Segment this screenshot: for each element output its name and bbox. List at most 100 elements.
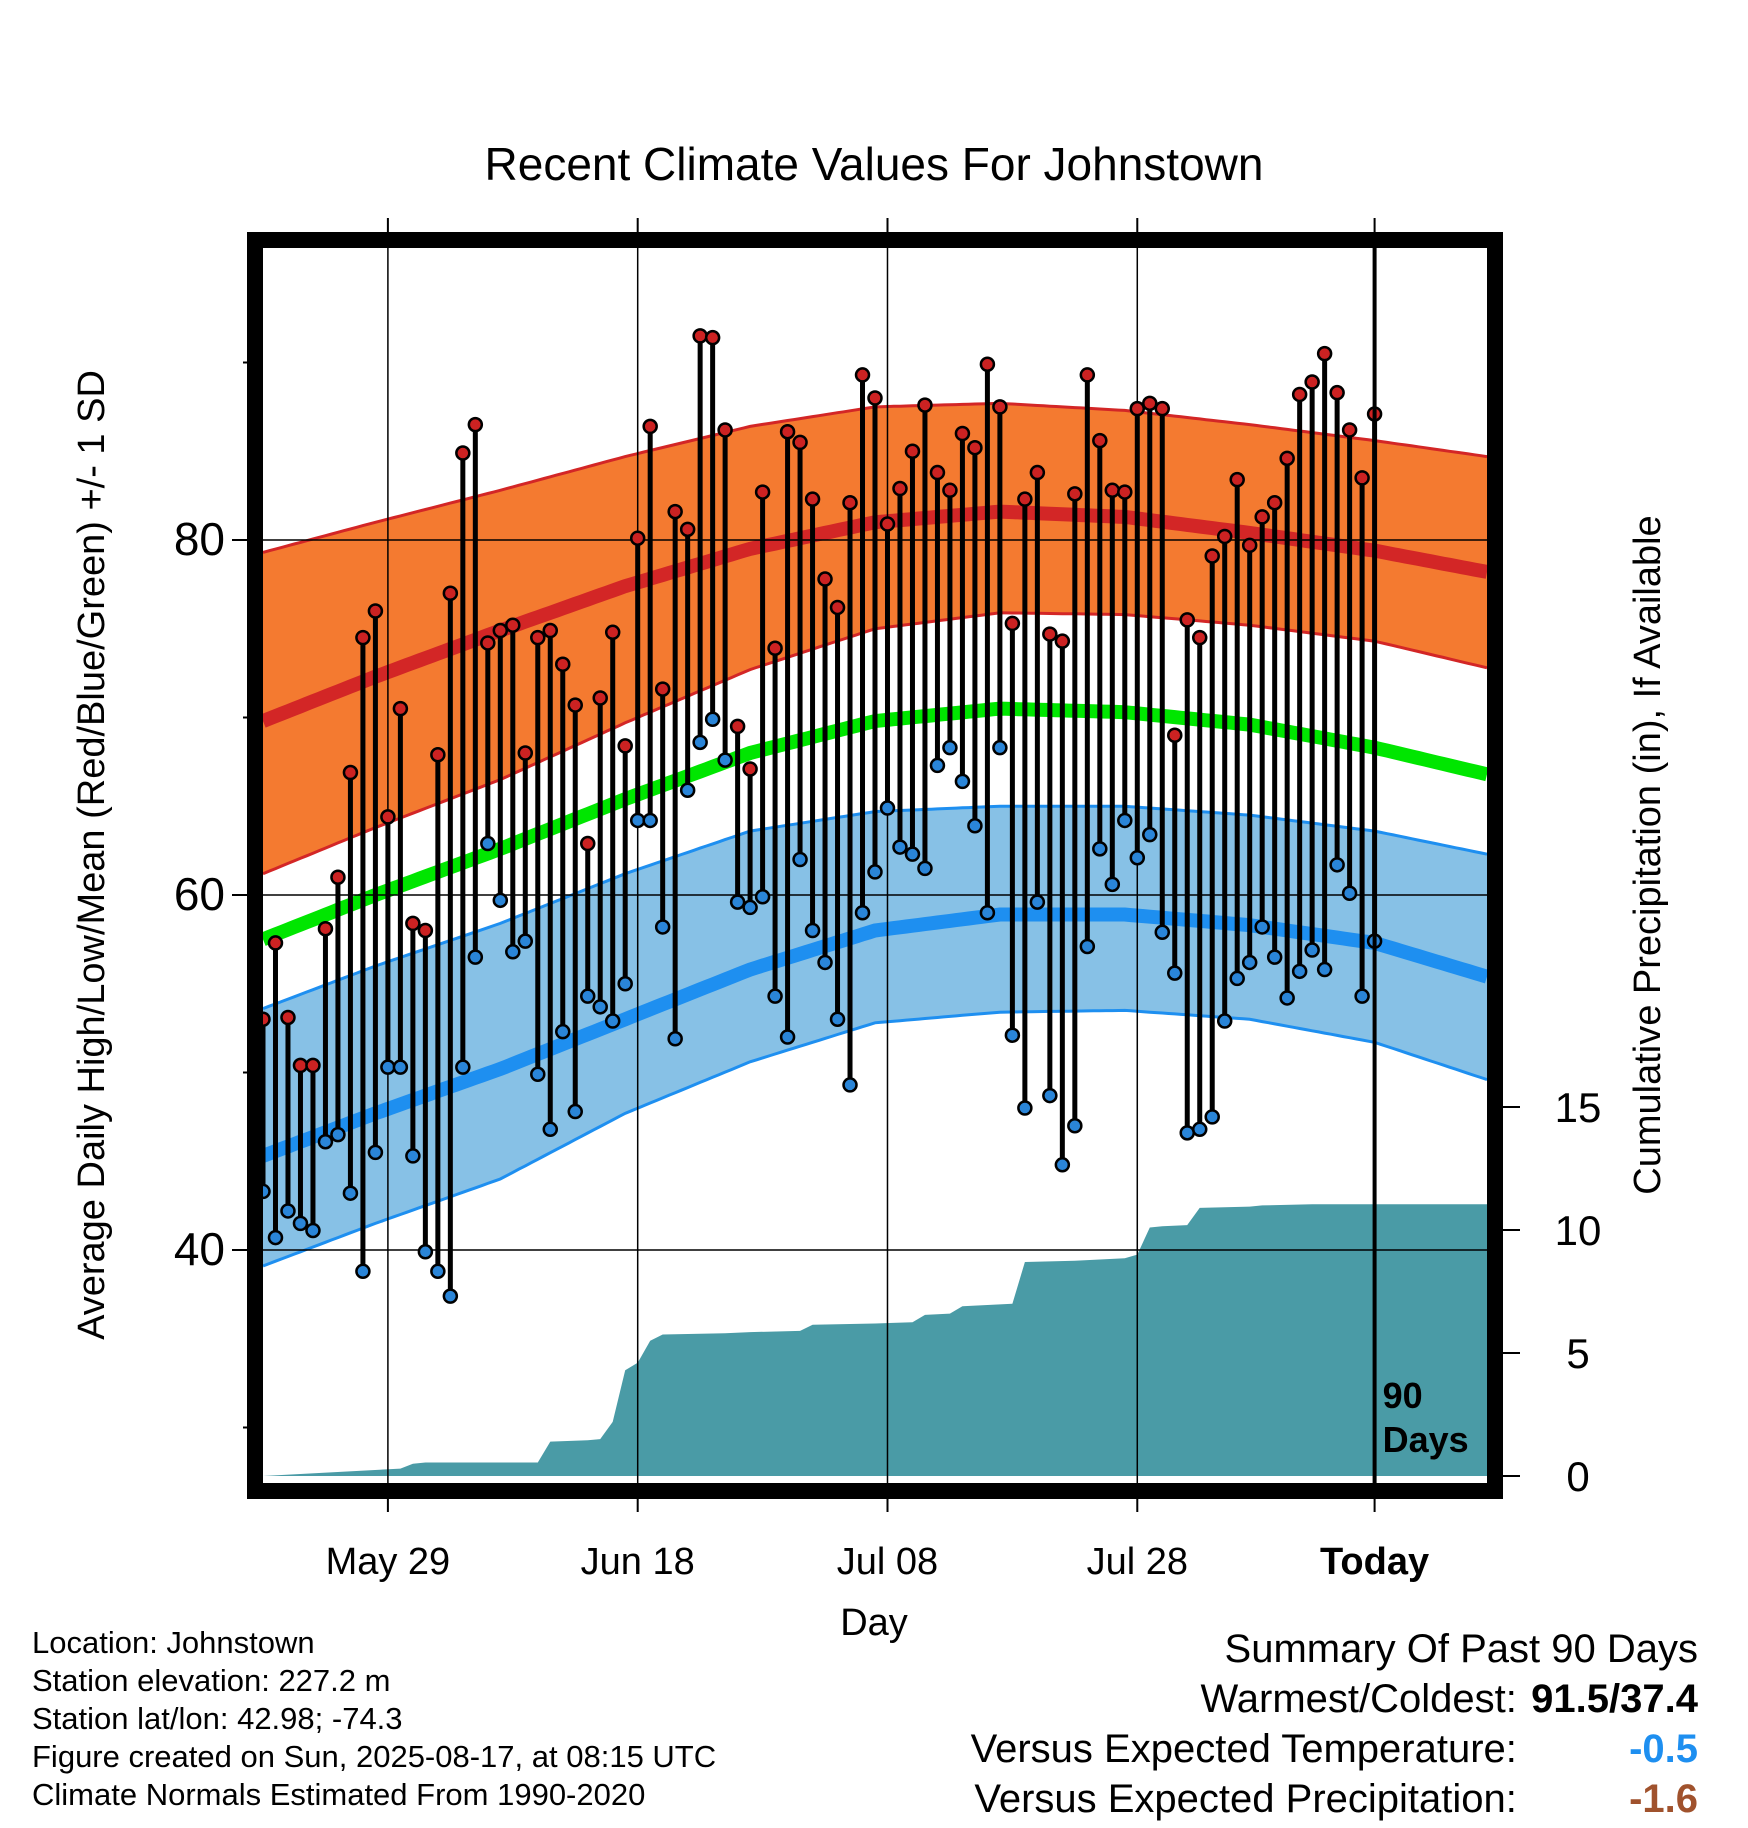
daily-low-point bbox=[767, 988, 783, 1004]
daily-high-point bbox=[1042, 626, 1058, 642]
daily-low-point bbox=[1291, 963, 1308, 980]
daily-low-point bbox=[1329, 857, 1345, 873]
daily-low-point bbox=[467, 949, 484, 965]
daily-low-point bbox=[992, 739, 1008, 756]
precip-anomaly-label: Versus Expected Precipitation: bbox=[974, 1777, 1517, 1821]
daily-high-point bbox=[305, 1057, 321, 1074]
daily-high-point bbox=[292, 1057, 309, 1074]
x-tick-label: Today bbox=[1320, 1541, 1429, 1583]
daily-high-point bbox=[405, 915, 421, 932]
daily-low-point bbox=[330, 1126, 346, 1143]
daily-high-point bbox=[854, 367, 871, 383]
daily-high-point bbox=[267, 935, 284, 951]
daily-high-point bbox=[1191, 629, 1208, 646]
daily-high-point bbox=[1054, 633, 1071, 649]
precip-anomaly-value: -1.6 bbox=[1629, 1777, 1698, 1821]
daily-high-point bbox=[879, 516, 896, 532]
daily-high-point bbox=[654, 681, 671, 697]
daily-high-point bbox=[667, 503, 683, 520]
daily-low-point bbox=[367, 1144, 384, 1161]
daily-high-point bbox=[942, 482, 958, 499]
x-tick-label: Jun 18 bbox=[581, 1541, 695, 1583]
daily-high-point bbox=[717, 422, 733, 438]
daily-low-point bbox=[567, 1103, 583, 1120]
daily-high-point bbox=[367, 603, 384, 619]
y-tick-label: 60 bbox=[174, 868, 225, 920]
daily-low-point bbox=[355, 1263, 371, 1280]
daily-low-point bbox=[954, 773, 971, 790]
daily-high-point bbox=[1241, 537, 1258, 554]
daily-high-point bbox=[954, 425, 971, 442]
daily-high-point bbox=[967, 439, 983, 456]
y-tick-label: 80 bbox=[174, 513, 225, 565]
daily-low-point bbox=[892, 839, 908, 855]
daily-low-point bbox=[305, 1222, 321, 1239]
daily-low-point bbox=[267, 1229, 284, 1246]
daily-low-point bbox=[1254, 919, 1270, 935]
daily-low-point bbox=[804, 922, 821, 939]
daily-low-point bbox=[1304, 942, 1320, 958]
daily-high-point bbox=[1154, 400, 1171, 417]
daily-high-point bbox=[380, 809, 396, 825]
daily-high-point bbox=[480, 635, 496, 651]
daily-low-point bbox=[430, 1263, 446, 1280]
daily-high-point bbox=[767, 640, 783, 657]
daily-high-point bbox=[330, 869, 346, 885]
daily-high-point bbox=[742, 761, 758, 777]
y-axis-label: Average Daily High/Low/Mean (Red/Blue/Gr… bbox=[71, 370, 113, 1340]
daily-low-point bbox=[342, 1185, 359, 1201]
daily-high-point bbox=[604, 624, 621, 641]
daily-high-point bbox=[867, 390, 883, 406]
info-created: Figure created on Sun, 2025-08-17, at 08… bbox=[32, 1739, 717, 1774]
daily-high-point bbox=[567, 697, 583, 713]
info-elevation: Station elevation: 227.2 m bbox=[32, 1663, 391, 1698]
daily-high-point bbox=[1354, 470, 1370, 486]
daily-low-point bbox=[942, 739, 958, 756]
daily-high-point bbox=[929, 464, 946, 481]
x-tick-label: Jul 28 bbox=[1087, 1541, 1188, 1583]
daily-high-point bbox=[579, 835, 596, 852]
daily-high-point bbox=[1104, 482, 1121, 499]
precip-tick-label: 15 bbox=[1555, 1084, 1602, 1131]
daily-low-point bbox=[579, 988, 596, 1004]
daily-low-point bbox=[442, 1288, 459, 1304]
daily-high-point bbox=[1204, 548, 1220, 564]
daily-low-point bbox=[742, 899, 758, 916]
daily-high-point bbox=[804, 491, 821, 507]
daily-low-point bbox=[1266, 949, 1283, 965]
y-tick-label: 40 bbox=[174, 1223, 225, 1275]
daily-low-point bbox=[1241, 954, 1258, 971]
x-axis-label: Day bbox=[840, 1602, 908, 1644]
daily-high-point bbox=[263, 1011, 271, 1027]
daily-high-point bbox=[754, 484, 771, 500]
precip-tick-label: 5 bbox=[1566, 1330, 1589, 1377]
daily-high-point bbox=[1254, 509, 1270, 525]
daily-low-point bbox=[542, 1121, 559, 1138]
daily-low-point bbox=[854, 905, 871, 921]
daily-low-point bbox=[417, 1244, 434, 1260]
daily-low-point bbox=[792, 851, 808, 868]
daily-low-point bbox=[779, 1029, 796, 1045]
daily-low-point bbox=[292, 1215, 309, 1232]
daily-low-point bbox=[1017, 1100, 1033, 1116]
daily-high-point bbox=[729, 718, 746, 735]
daily-high-point bbox=[629, 530, 646, 546]
daily-high-point bbox=[1291, 386, 1308, 403]
daily-high-point bbox=[280, 1009, 296, 1026]
daily-low-point bbox=[1042, 1087, 1058, 1104]
daily-low-point bbox=[455, 1059, 471, 1075]
daily-low-point bbox=[380, 1059, 396, 1075]
daily-low-point bbox=[405, 1148, 421, 1164]
daily-high-point bbox=[979, 356, 996, 373]
daily-low-point bbox=[1067, 1118, 1083, 1134]
daily-high-point bbox=[430, 747, 446, 763]
daily-low-point bbox=[1154, 924, 1171, 941]
daily-high-point bbox=[1029, 464, 1046, 481]
daily-high-point bbox=[917, 397, 933, 413]
daily-low-point bbox=[517, 933, 534, 949]
today-days-label: Days bbox=[1383, 1419, 1469, 1460]
daily-high-point bbox=[817, 571, 833, 587]
daily-observations bbox=[263, 328, 1383, 1304]
